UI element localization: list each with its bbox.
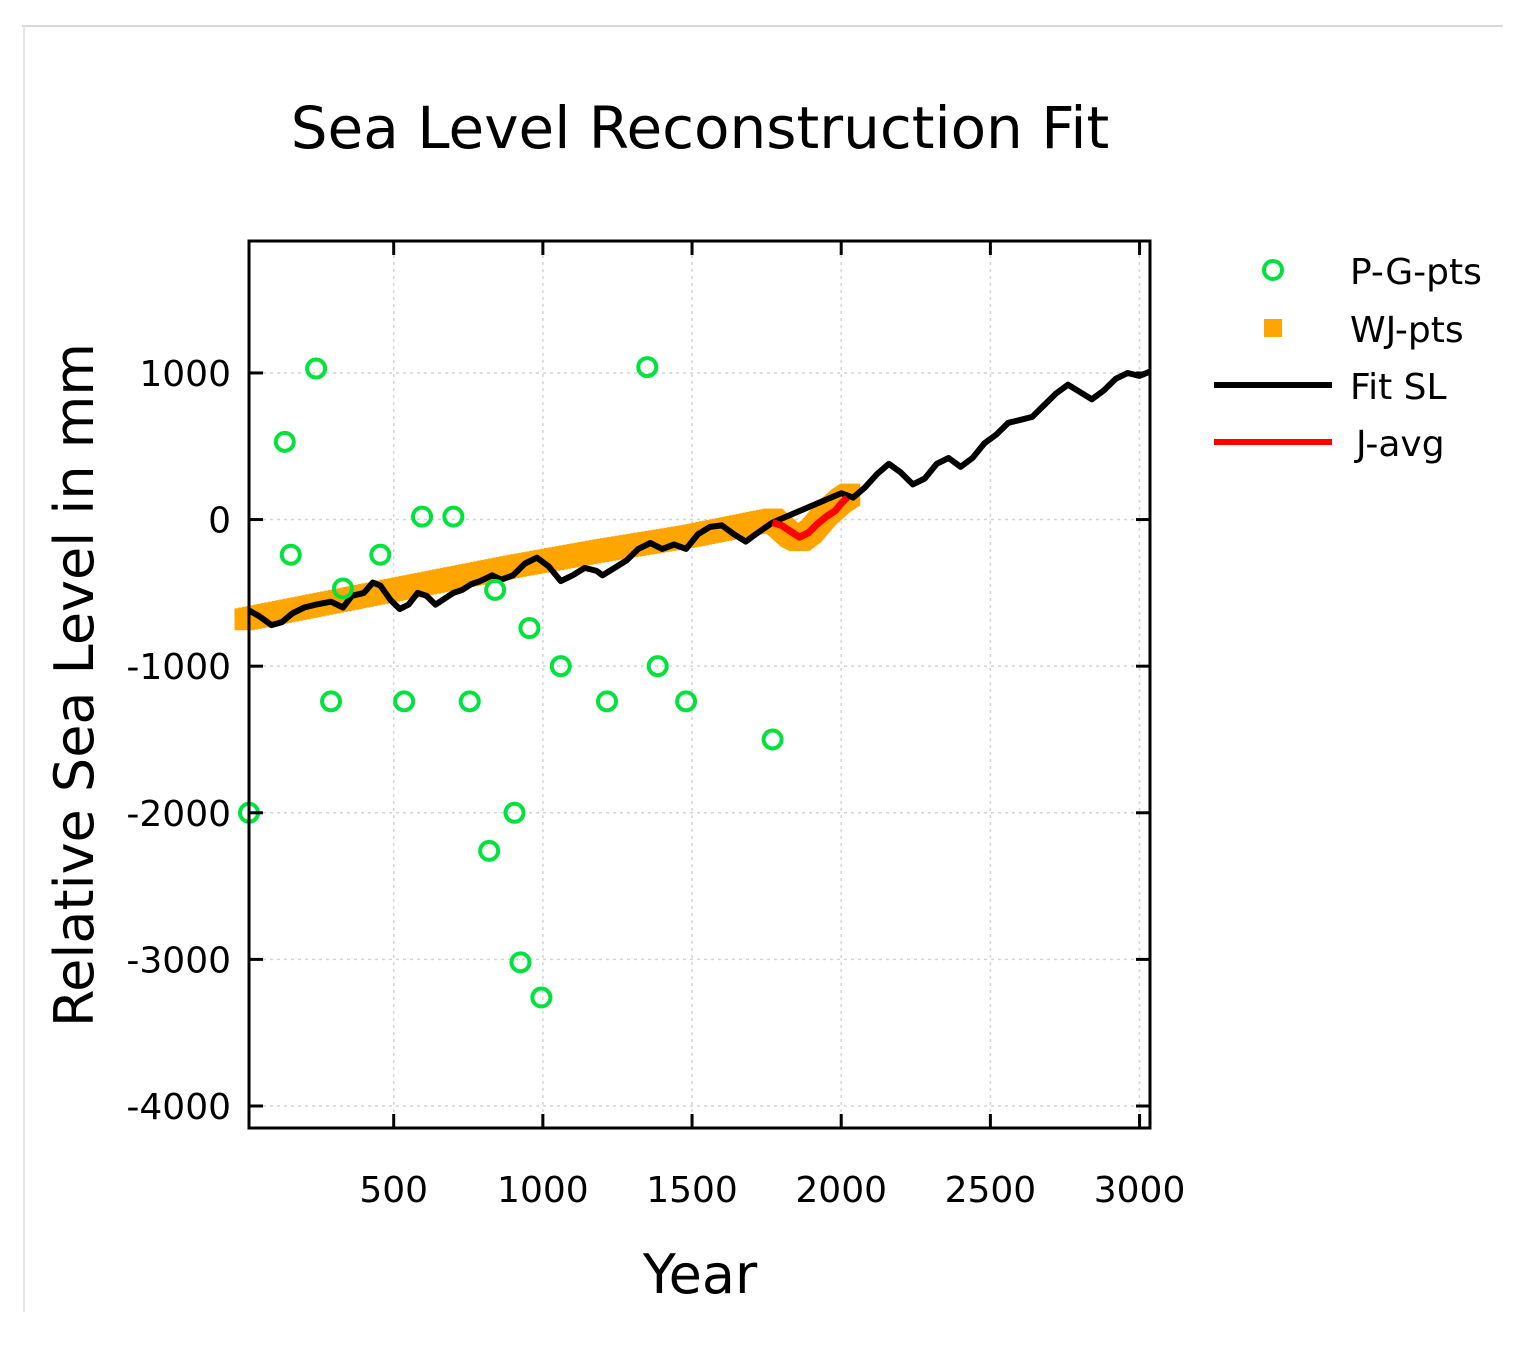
- pg-pts-point: [646, 655, 669, 678]
- pg-pts-point: [320, 690, 343, 713]
- pg-pts-point: [369, 543, 392, 566]
- pg-pts-point: [484, 578, 507, 601]
- y-tick-label: -4000: [126, 1087, 231, 1128]
- pg-pts-point: [549, 655, 572, 678]
- pg-pts-point: [596, 690, 619, 713]
- j-avg-line: [771, 495, 850, 541]
- pg-pts-point: [458, 690, 481, 713]
- tick-labels: 500 1000 1500 2000 2500 3000 1000 0 -1000 -2000 -3…: [126, 354, 1185, 1211]
- pg-pts-point: [279, 543, 302, 566]
- legend-label-j-avg: J-avg: [1354, 424, 1445, 465]
- y-tick-label: 1000: [139, 354, 231, 395]
- pg-pts-point: [273, 430, 296, 453]
- pg-pts-point: [305, 357, 328, 380]
- y-axis-label: Relative Sea Level in mm: [43, 343, 106, 1027]
- grid-lines: [249, 241, 1150, 1128]
- pg-pts-point: [636, 356, 659, 379]
- x-axis-label: Year: [642, 1243, 758, 1306]
- pg-pts-point: [411, 505, 434, 528]
- y-tick-label: -1000: [126, 647, 231, 688]
- pg-pts-point: [331, 577, 354, 600]
- pg-pts-point: [478, 839, 501, 862]
- legend-swatch-pg-pts: [1262, 259, 1284, 281]
- fit-sl-line: [247, 368, 1152, 629]
- legend-swatch-wj-pts: [1264, 319, 1282, 337]
- pg-pts-point: [530, 986, 553, 1009]
- x-tick-label: 2000: [795, 1170, 887, 1211]
- pg-pts-point: [509, 951, 532, 974]
- x-tick-label: 3000: [1094, 1170, 1186, 1211]
- x-tick-label: 500: [359, 1170, 428, 1211]
- plot-border: [247, 239, 1152, 1130]
- pg-pts-point: [393, 690, 416, 713]
- axis-ticks: [249, 241, 1150, 1128]
- chart-title: Sea Level Reconstruction Fit: [291, 94, 1110, 162]
- x-tick-label: 2500: [945, 1170, 1037, 1211]
- x-tick-label: 1000: [497, 1170, 589, 1211]
- pg-pts-point: [503, 801, 526, 824]
- y-tick-label: -2000: [126, 794, 231, 835]
- legend-label-pg-pts: P-G-pts: [1350, 252, 1482, 293]
- pg-pts-points: [238, 356, 784, 1009]
- pg-pts-point: [518, 617, 541, 640]
- legend: P-G-pts WJ-pts Fit SL J-avg: [1214, 252, 1482, 465]
- y-tick-label: 0: [208, 501, 231, 542]
- pg-pts-point: [761, 728, 784, 751]
- x-tick-label: 1500: [646, 1170, 738, 1211]
- fit-sl-path: [247, 368, 1152, 629]
- legend-label-fit-sl: Fit SL: [1350, 367, 1447, 408]
- pg-pts-point: [675, 690, 698, 713]
- pg-pts-point: [442, 505, 465, 528]
- wj-pts-band: [234, 483, 861, 631]
- y-tick-label: -3000: [126, 940, 231, 981]
- j-avg-path: [771, 495, 850, 541]
- legend-label-wj-pts: WJ-pts: [1350, 310, 1464, 351]
